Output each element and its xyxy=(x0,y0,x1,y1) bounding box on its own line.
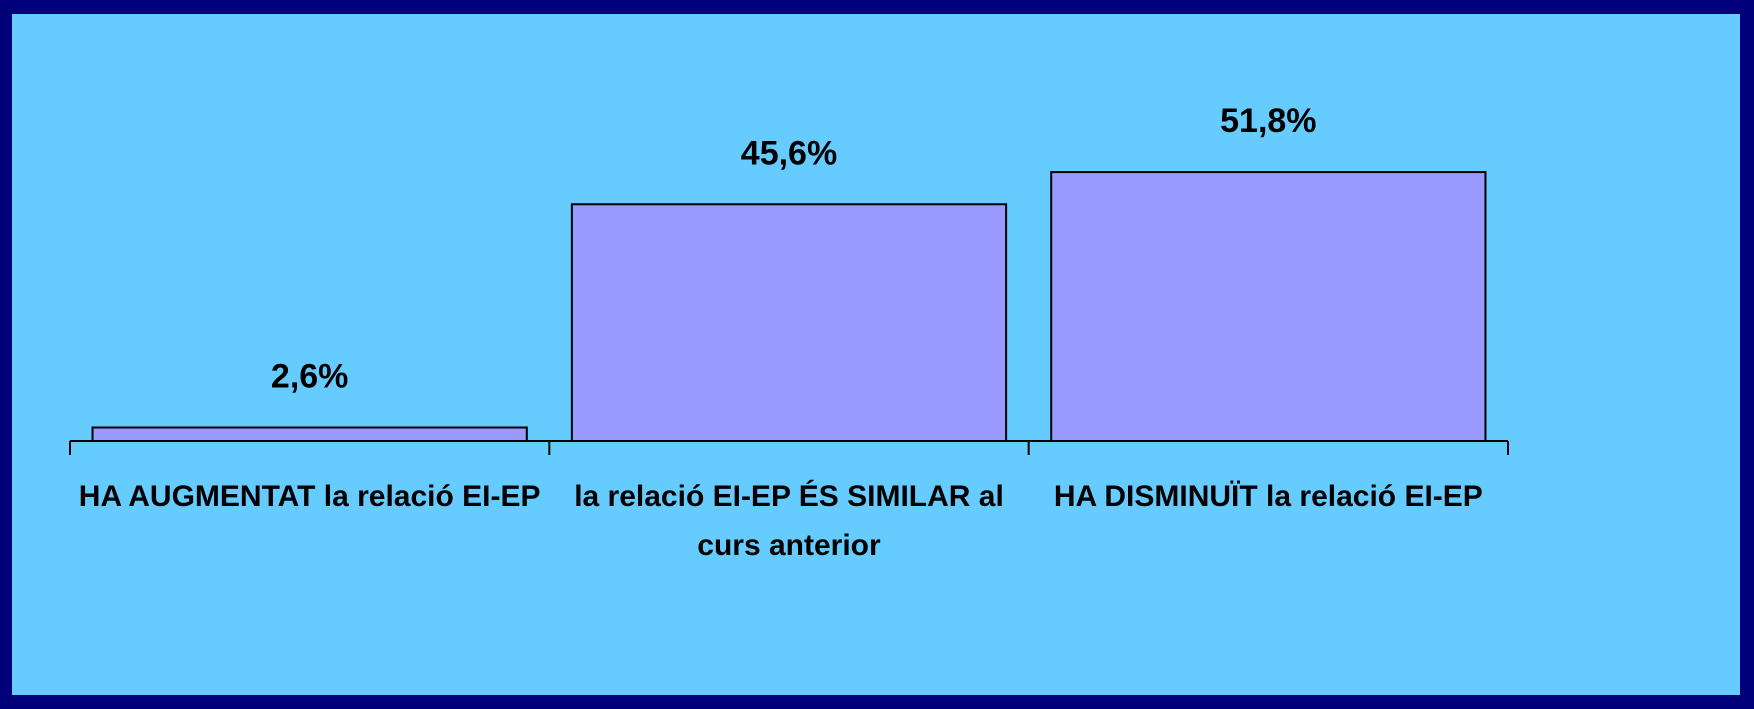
value-label: 51,8% xyxy=(1220,102,1316,140)
value-label: 2,6% xyxy=(271,358,349,396)
value-label: 45,6% xyxy=(741,134,837,172)
x-tick-label: HA DISMINUÏT la relació EI-EP xyxy=(1053,480,1483,513)
bar xyxy=(570,203,1008,442)
x-tick-label: HA AUGMENTAT la relació EI-EP xyxy=(78,480,541,513)
bar xyxy=(91,426,528,443)
x-tick-label: la relació EI-EP ÉS SIMILAR al curs ante… xyxy=(574,480,1004,562)
bar xyxy=(1050,171,1487,443)
